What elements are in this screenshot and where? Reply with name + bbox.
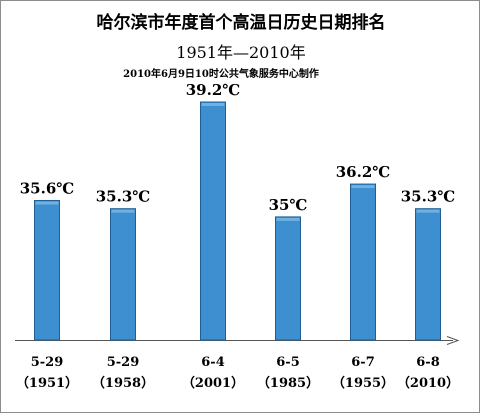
chart-title: 哈尔滨市年度首个高温日历史日期排名	[96, 13, 386, 33]
value-label: 35.3℃	[96, 188, 151, 206]
bar-cap	[201, 103, 225, 106]
category-label: 6-8	[416, 355, 440, 370]
x-axis-arrow	[446, 336, 460, 345]
category-label: 6-5	[276, 355, 300, 370]
category-label: 5-29	[107, 355, 140, 370]
bar-cap	[351, 185, 375, 189]
category-label: 5-29	[31, 355, 64, 370]
bar-cap	[35, 201, 59, 205]
value-label: 35℃	[269, 196, 308, 214]
value-label: 39.2℃	[186, 81, 241, 99]
category-year-label: （1951）	[16, 375, 78, 391]
category-year-label: （1985）	[257, 375, 319, 391]
bar-cap	[111, 209, 135, 213]
bar	[34, 199, 60, 341]
chart-subtitle: 1951年—2010年	[176, 43, 306, 62]
value-label: 35.6℃	[20, 179, 75, 197]
category-year-label: （1958）	[92, 375, 154, 391]
category-label: 6-7	[351, 355, 375, 370]
bar-cap	[416, 209, 440, 213]
bar	[275, 216, 301, 341]
category-year-label: （1955）	[332, 375, 394, 391]
category-label: 6-4	[201, 355, 225, 370]
bar	[110, 208, 136, 341]
category-year-label: （2010）	[397, 375, 459, 391]
bar-cap	[276, 217, 300, 221]
chart-credit: 2010年6月9日10时公共气象服务中心制作	[123, 69, 319, 80]
bar	[350, 183, 376, 341]
value-label: 36.2℃	[336, 163, 391, 181]
bar	[200, 101, 226, 341]
value-label: 35.3℃	[401, 188, 456, 206]
category-year-label: （2001）	[182, 375, 244, 391]
bar	[415, 208, 441, 341]
